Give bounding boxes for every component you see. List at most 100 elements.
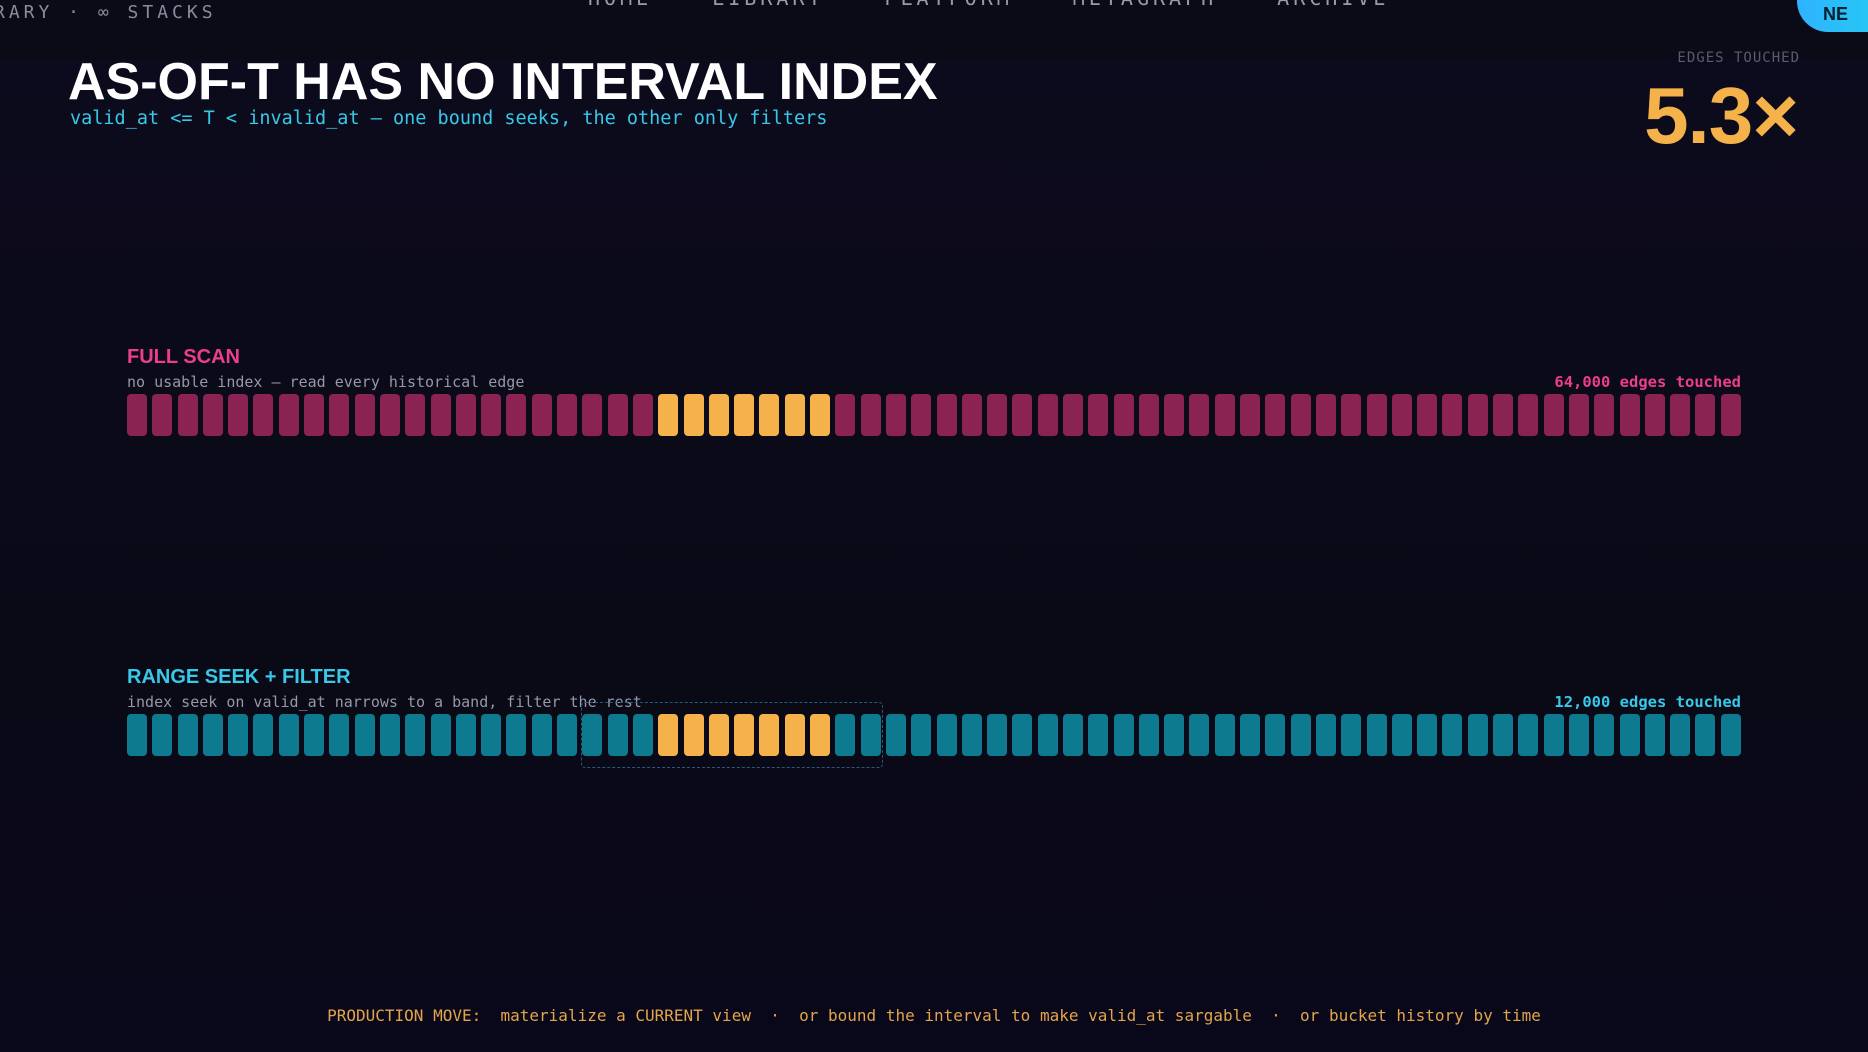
- edge-cell: [1138, 394, 1159, 436]
- edge-cell: [1417, 394, 1438, 436]
- edge-cell-highlighted: [810, 714, 831, 756]
- edge-cell: [202, 714, 223, 756]
- edge-cell: [1138, 714, 1159, 756]
- edge-cell: [177, 714, 198, 756]
- edge-cell: [1670, 394, 1691, 436]
- edge-cell: [1062, 714, 1083, 756]
- edge-cell: [1164, 394, 1185, 436]
- edge-cell: [1290, 714, 1311, 756]
- edge-cell: [1518, 394, 1539, 436]
- edge-cell: [1265, 714, 1286, 756]
- edge-cell: [177, 394, 198, 436]
- edge-cell: [1037, 394, 1058, 436]
- edge-cell: [152, 394, 173, 436]
- edge-cell: [1467, 394, 1488, 436]
- nav-item-metagraph[interactable]: METAGRAPH: [1073, 0, 1217, 10]
- edge-cell: [531, 714, 552, 756]
- edge-cell: [1341, 394, 1362, 436]
- edge-cell: [1366, 394, 1387, 436]
- edge-cell: [582, 714, 603, 756]
- edge-cell: [1493, 394, 1514, 436]
- edge-cell-highlighted: [759, 394, 780, 436]
- edge-cell: [1467, 714, 1488, 756]
- nav-item-archive[interactable]: ARCHIVE: [1277, 0, 1389, 10]
- edge-cell-highlighted: [784, 714, 805, 756]
- edge-cell: [202, 394, 223, 436]
- nav-item-platform[interactable]: PLATFORM: [884, 0, 1012, 10]
- edge-cell: [1189, 394, 1210, 436]
- cta-button[interactable]: NE: [1797, 0, 1868, 32]
- edge-cell: [127, 394, 147, 436]
- edge-cell-highlighted: [708, 714, 729, 756]
- edge-cell: [1290, 394, 1311, 436]
- edge-cell: [1240, 714, 1261, 756]
- edge-cell: [1315, 714, 1336, 756]
- edge-cell: [1543, 714, 1564, 756]
- edge-cell: [911, 714, 932, 756]
- edge-cell: [1088, 394, 1109, 436]
- edge-cell: [1062, 394, 1083, 436]
- edge-cell: [430, 394, 451, 436]
- edge-cell: [481, 394, 502, 436]
- edge-cell: [1720, 714, 1741, 756]
- edge-cell-row: [127, 714, 1741, 756]
- edge-cell: [987, 394, 1008, 436]
- panel-description: index seek on valid_at narrows to a band…: [127, 693, 642, 711]
- brand-logo-text[interactable]: RARY · ∞ STACKS: [0, 2, 217, 23]
- metric-label: EDGES TOUCHED: [1677, 50, 1800, 66]
- edge-cell: [1594, 394, 1615, 436]
- footer-label: PRODUCTION MOVE:: [327, 1006, 482, 1025]
- edge-cell: [1214, 394, 1235, 436]
- edge-cell-highlighted: [683, 394, 704, 436]
- edge-cell: [278, 394, 299, 436]
- footer-note: PRODUCTION MOVE: materialize a CURRENT v…: [0, 1006, 1868, 1025]
- edge-cell: [278, 714, 299, 756]
- edge-cell: [354, 394, 375, 436]
- nav-item-library[interactable]: LIBRARY: [712, 0, 824, 10]
- edge-cell: [1568, 714, 1589, 756]
- edge-cell: [1391, 394, 1412, 436]
- edge-cell: [329, 714, 350, 756]
- edge-cell-highlighted: [759, 714, 780, 756]
- edge-cell: [1012, 714, 1033, 756]
- footer-separator: ·: [1271, 1006, 1281, 1025]
- edge-cell: [557, 394, 578, 436]
- seek-band-outline: [581, 702, 883, 768]
- edge-cell: [1113, 394, 1134, 436]
- panel-title: RANGE SEEK + FILTER: [127, 666, 351, 688]
- edge-cell: [632, 714, 653, 756]
- edge-cell: [557, 714, 578, 756]
- edge-cell: [1417, 714, 1438, 756]
- edge-cell: [430, 714, 451, 756]
- edge-cell: [1391, 714, 1412, 756]
- edge-cell: [1695, 394, 1716, 436]
- edge-cell: [405, 394, 426, 436]
- metric-value: 5.3×: [1644, 71, 1799, 160]
- edge-cell: [1594, 714, 1615, 756]
- edge-cell: [127, 714, 147, 756]
- edge-cell: [329, 394, 350, 436]
- edge-cell: [1341, 714, 1362, 756]
- nav-item-home[interactable]: HOME: [588, 0, 652, 10]
- edge-cell: [1670, 714, 1691, 756]
- edge-cell: [1568, 394, 1589, 436]
- edge-cell: [582, 394, 603, 436]
- edge-cell: [506, 714, 527, 756]
- footer-item-bound-interval: or bound the interval to make valid_at s…: [799, 1006, 1252, 1025]
- edge-cell: [1543, 394, 1564, 436]
- edge-cell: [379, 394, 400, 436]
- edge-cell: [354, 714, 375, 756]
- edge-cell-row: [127, 394, 1741, 436]
- edge-cell: [860, 394, 881, 436]
- edge-cell: [379, 714, 400, 756]
- edge-cell: [607, 394, 628, 436]
- edge-cell-highlighted: [810, 394, 831, 436]
- edge-cell: [1164, 714, 1185, 756]
- edge-cell-highlighted: [734, 394, 755, 436]
- edge-cell: [228, 394, 249, 436]
- footer-item-bucket-history: or bucket history by time: [1300, 1006, 1541, 1025]
- edge-cell-highlighted: [784, 394, 805, 436]
- edge-cell: [1189, 714, 1210, 756]
- edge-cell: [911, 394, 932, 436]
- edge-cell: [1315, 394, 1336, 436]
